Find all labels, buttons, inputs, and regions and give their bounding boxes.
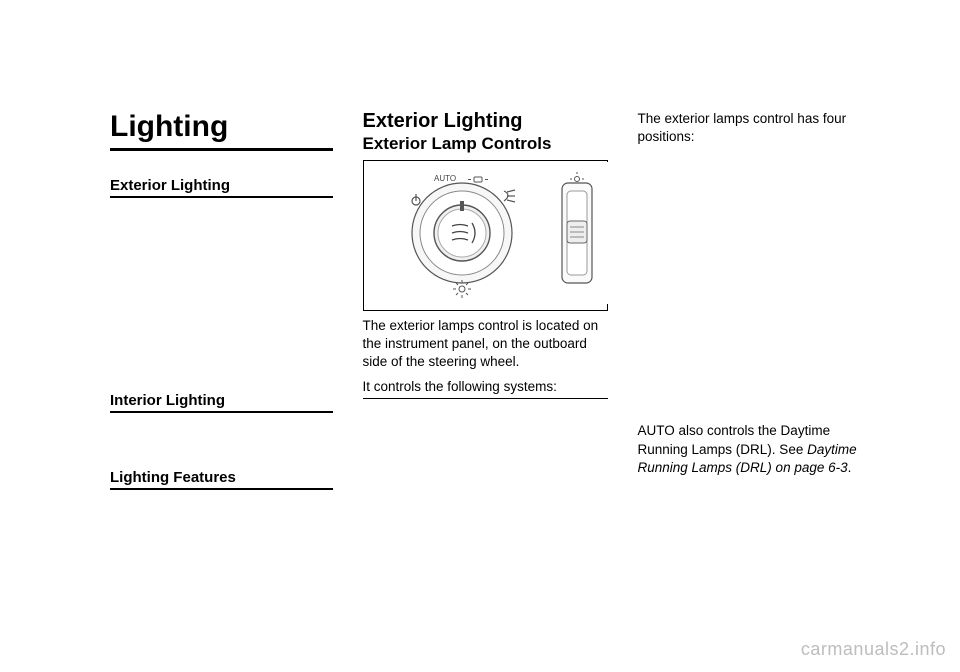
lamp-control-illustration: AUTO	[364, 161, 609, 305]
body-text-run: AUTO also controls the Daytime Running L…	[638, 423, 831, 456]
body-text: It controls the following systems:	[363, 378, 608, 399]
content-spacer	[638, 152, 861, 422]
section-heading: Exterior Lighting	[363, 110, 608, 132]
toc-section-exterior-lighting: Exterior Lighting	[110, 175, 333, 198]
column-middle: Exterior Lighting Exterior Lamp Controls	[363, 110, 608, 496]
toc-section-interior-lighting: Interior Lighting	[110, 390, 333, 413]
column-right: The exterior lamps control has four posi…	[638, 110, 861, 496]
svg-text:AUTO: AUTO	[434, 174, 456, 183]
chapter-title: Lighting	[110, 110, 333, 151]
body-text: The exterior lamps control has four posi…	[638, 110, 861, 146]
watermark: carmanuals2.info	[801, 639, 946, 660]
body-text-run: .	[848, 460, 852, 475]
exterior-lamp-control-figure: AUTO	[363, 160, 608, 311]
manual-page: Lighting Exterior Lighting Interior Ligh…	[0, 0, 960, 536]
subsection-heading: Exterior Lamp Controls	[363, 134, 608, 154]
figure-caption: The exterior lamps control is located on…	[363, 317, 608, 372]
column-left: Lighting Exterior Lighting Interior Ligh…	[110, 110, 333, 496]
toc-section-lighting-features: Lighting Features	[110, 467, 333, 490]
toc-spacer	[110, 419, 333, 461]
body-text: AUTO also controls the Daytime Running L…	[638, 422, 861, 477]
toc-spacer	[110, 204, 333, 384]
